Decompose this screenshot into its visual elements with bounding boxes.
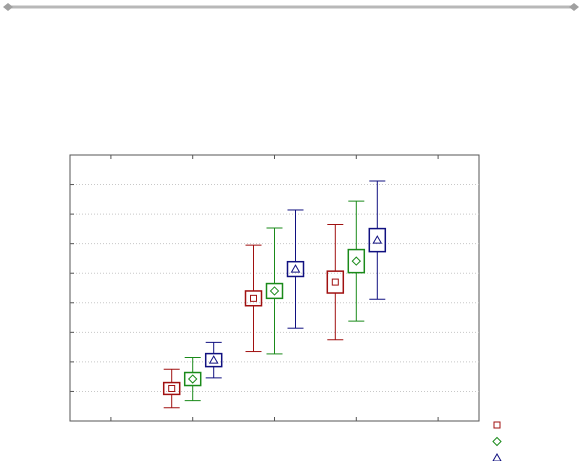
box — [204, 352, 223, 368]
box — [326, 270, 345, 294]
mean-marker — [208, 355, 219, 364]
box — [286, 260, 305, 278]
scrollbar-handle[interactable] — [3, 3, 13, 11]
mean-marker — [372, 235, 383, 244]
top-scrollbar — [3, 3, 579, 11]
box — [183, 371, 202, 387]
legend-marker — [492, 452, 502, 461]
scrollbar-handle[interactable] — [569, 3, 579, 11]
mean-marker — [351, 256, 362, 266]
mean-marker — [269, 286, 280, 296]
legend-marker — [492, 436, 502, 447]
box — [347, 248, 366, 274]
box — [368, 227, 387, 253]
legend-marker — [493, 421, 501, 429]
box — [244, 290, 263, 307]
mean-marker — [250, 294, 257, 302]
mean-marker — [187, 374, 198, 384]
box — [265, 282, 284, 300]
box — [162, 381, 181, 396]
mean-marker — [168, 384, 176, 392]
mean-marker — [290, 264, 301, 273]
mean-marker — [331, 278, 339, 286]
